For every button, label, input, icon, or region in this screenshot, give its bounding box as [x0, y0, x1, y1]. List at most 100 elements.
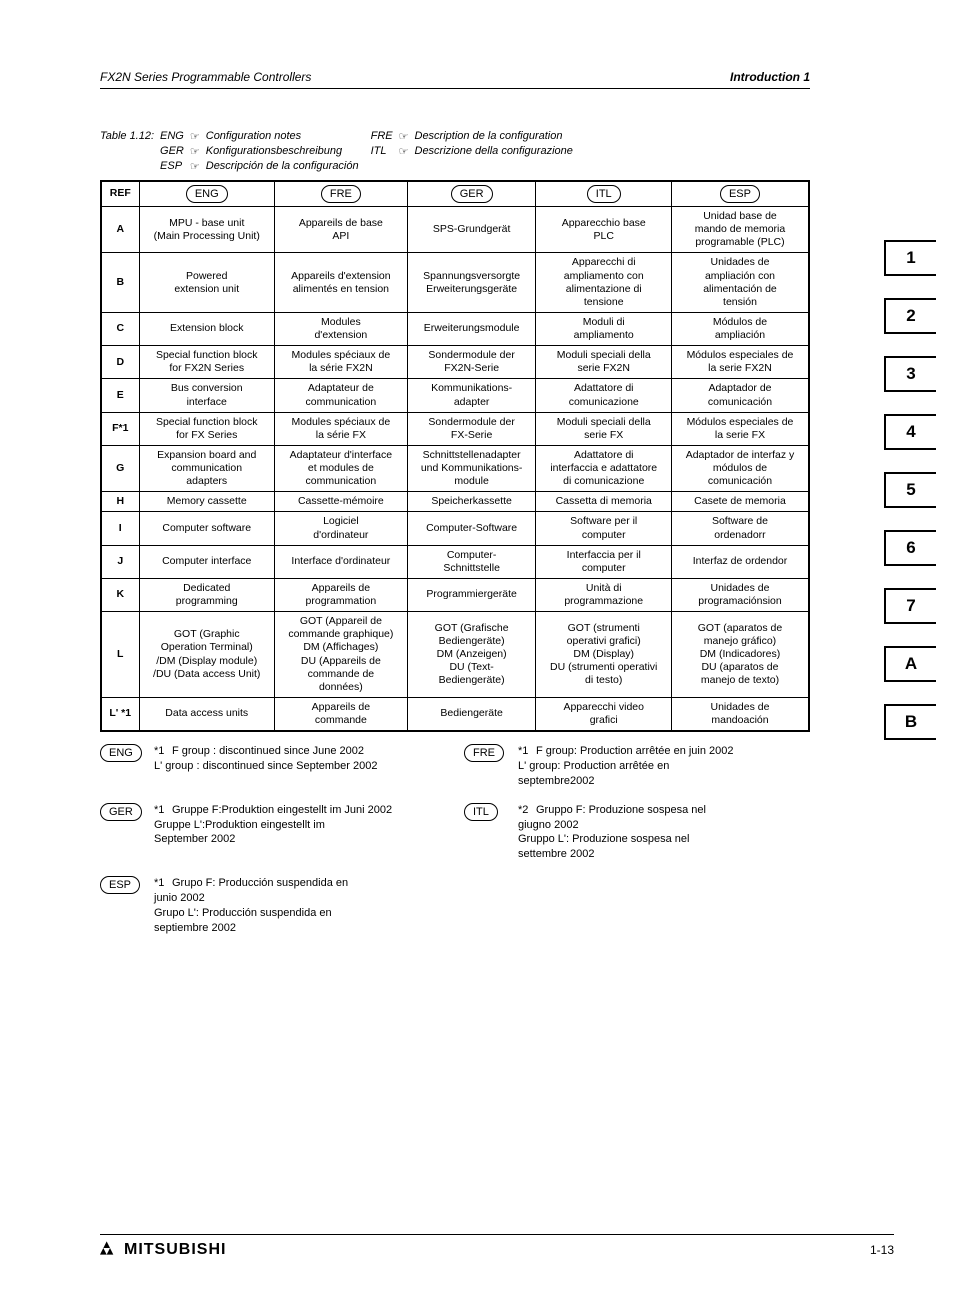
lang-pill-esp: ESP	[720, 185, 760, 203]
ref-cell: F*1	[101, 412, 139, 445]
table-row: JComputer interfaceInterface d'ordinateu…	[101, 545, 809, 578]
footnote-text: *1F group: Production arrêtée en juin 20…	[518, 744, 810, 789]
data-cell: Poweredextension unit	[139, 253, 274, 313]
data-cell: Bediengeräte	[407, 697, 536, 731]
data-cell: Adaptateur decommunication	[274, 379, 407, 412]
footnote-text: *1F group : discontinued since June 2002…	[154, 744, 446, 774]
data-cell: Appareils de baseAPI	[274, 207, 407, 253]
footnote-pill-itl: ITL	[464, 803, 498, 821]
data-cell: Appareils deprogrammation	[274, 578, 407, 611]
ref-cell: K	[101, 578, 139, 611]
table-row: L' *1Data access unitsAppareils decomman…	[101, 697, 809, 731]
section-tab-4[interactable]: 4	[884, 414, 936, 450]
ref-cell: D	[101, 346, 139, 379]
data-cell: Erweiterungsmodule	[407, 312, 536, 345]
table-row: DSpecial function blockfor FX2N Series Mo…	[101, 346, 809, 379]
data-cell: Bus conversioninterface	[139, 379, 274, 412]
data-cell: Adaptateur d'interfaceet modules decommu…	[274, 445, 407, 491]
table-row: HMemory cassetteCassette-mémoireSpeicher…	[101, 492, 809, 512]
data-cell: Interfaccia per ilcomputer	[536, 545, 671, 578]
footnote-text: *1Grupo F: Producción suspendida en juni…	[154, 876, 446, 935]
section-tab-2[interactable]: 2	[884, 298, 936, 334]
data-cell: Módulos especiales dela serie FX	[671, 412, 809, 445]
ref-cell: A	[101, 207, 139, 253]
data-cell: Módulos especiales dela serie FX2N	[671, 346, 809, 379]
data-cell: Computer software	[139, 512, 274, 545]
lang-pill-ger: GER	[451, 185, 493, 203]
data-cell: Sondermodule derFX-Serie	[407, 412, 536, 445]
table-row: IComputer softwareLogicield'ordinateurCo…	[101, 512, 809, 545]
section-tab-3[interactable]: 3	[884, 356, 936, 392]
data-cell: Computer interface	[139, 545, 274, 578]
data-cell: Appareils decommande	[274, 697, 407, 731]
footnotes: ENG *1F group : discontinued since June 2…	[100, 744, 810, 935]
data-cell: SpannungsversorgteErweiterungsgeräte	[407, 253, 536, 313]
data-cell: Extension block	[139, 312, 274, 345]
table-row: KDedicatedprogrammingAppareils deprogram…	[101, 578, 809, 611]
footnote-pill-fre: FRE	[464, 744, 504, 762]
table-caption: Table 1.12:ENG☞ Configuration notes FRE☞…	[100, 129, 810, 174]
data-cell: Data access units	[139, 697, 274, 731]
data-cell: Moduli diampliamento	[536, 312, 671, 345]
data-cell: Appareils d'extensionalimentés en tensio…	[274, 253, 407, 313]
ref-cell: L' *1	[101, 697, 139, 731]
data-cell: GOT (Appareil decommande graphique)DM (A…	[274, 612, 407, 698]
config-table: REFENGFREGERITLESP AMPU - base unit(Main…	[100, 180, 810, 732]
data-cell: Expansion board andcommunicationadapters	[139, 445, 274, 491]
data-cell: Special function blockfor FX2N Series	[139, 346, 274, 379]
data-cell: Apparecchi videografici	[536, 697, 671, 731]
data-cell: Schnittstellenadapterund Kommunikations-…	[407, 445, 536, 491]
brand-text: MITSUBISHI	[124, 1241, 226, 1259]
lang-pill-fre: FRE	[321, 185, 361, 203]
footnote-pill-eng: ENG	[100, 744, 142, 762]
data-cell: Unità diprogrammazione	[536, 578, 671, 611]
data-cell: Programmiergeräte	[407, 578, 536, 611]
data-cell: Casete de memoria	[671, 492, 809, 512]
data-cell: MPU - base unit(Main Processing Unit)	[139, 207, 274, 253]
data-cell: GOT (GraphicOperation Terminal)/DM (Disp…	[139, 612, 274, 698]
data-cell: Adattatore dicomunicazione	[536, 379, 671, 412]
data-cell: Apparecchio basePLC	[536, 207, 671, 253]
brand: MITSUBISHI	[100, 1241, 226, 1259]
data-cell: Computer-Software	[407, 512, 536, 545]
section-tab-7[interactable]: 7	[884, 588, 936, 624]
data-cell: Unidades deampliación conalimentación de…	[671, 253, 809, 313]
data-cell: Kommunikations-adapter	[407, 379, 536, 412]
data-cell: Unidades deprogramaciónsion	[671, 578, 809, 611]
data-cell: Adattatore diinterfaccia e adattatoredi …	[536, 445, 671, 491]
ref-cell: G	[101, 445, 139, 491]
section-tab-b[interactable]: B	[884, 704, 936, 740]
section-tab-1[interactable]: 1	[884, 240, 936, 276]
data-cell: Cassette-mémoire	[274, 492, 407, 512]
table-row: F*1Special function blockfor FX SeriesMo…	[101, 412, 809, 445]
data-cell: GOT (strumentioperativi grafici)DM (Disp…	[536, 612, 671, 698]
page-number: 1-13	[870, 1243, 894, 1257]
footnote-pill-esp: ESP	[100, 876, 140, 894]
ref-cell: C	[101, 312, 139, 345]
data-cell: Módulos deampliación	[671, 312, 809, 345]
page-footer: MITSUBISHI 1-13	[100, 1234, 894, 1259]
header-right: Introduction 1	[730, 70, 810, 84]
section-tab-6[interactable]: 6	[884, 530, 936, 566]
data-cell: Software deordenadorr	[671, 512, 809, 545]
data-cell: Software per ilcomputer	[536, 512, 671, 545]
data-cell: Unidad base demando de memoriaprogramabl…	[671, 207, 809, 253]
section-tab-a[interactable]: A	[884, 646, 936, 682]
data-cell: Memory cassette	[139, 492, 274, 512]
data-cell: Cassetta di memoria	[536, 492, 671, 512]
table-label: Table 1.12:	[100, 129, 160, 144]
data-cell: Sondermodule derFX2N-Serie	[407, 346, 536, 379]
section-tab-5[interactable]: 5	[884, 472, 936, 508]
data-cell: Computer-Schnittstelle	[407, 545, 536, 578]
data-cell: Interfaz de ordendor	[671, 545, 809, 578]
ref-cell: I	[101, 512, 139, 545]
data-cell: Speicherkassette	[407, 492, 536, 512]
data-cell: Moduli speciali dellaserie FX2N	[536, 346, 671, 379]
footnote-text: *2Gruppo F: Produzione sospesa nel giugn…	[518, 803, 810, 862]
data-cell: Adaptador de interfaz ymódulos decomunic…	[671, 445, 809, 491]
lang-pill-eng: ENG	[186, 185, 228, 203]
ref-cell: L	[101, 612, 139, 698]
footnote-pill-ger: GER	[100, 803, 142, 821]
table-row: EBus conversioninterfaceAdaptateur decom…	[101, 379, 809, 412]
table-row: AMPU - base unit(Main Processing Unit)Ap…	[101, 207, 809, 253]
